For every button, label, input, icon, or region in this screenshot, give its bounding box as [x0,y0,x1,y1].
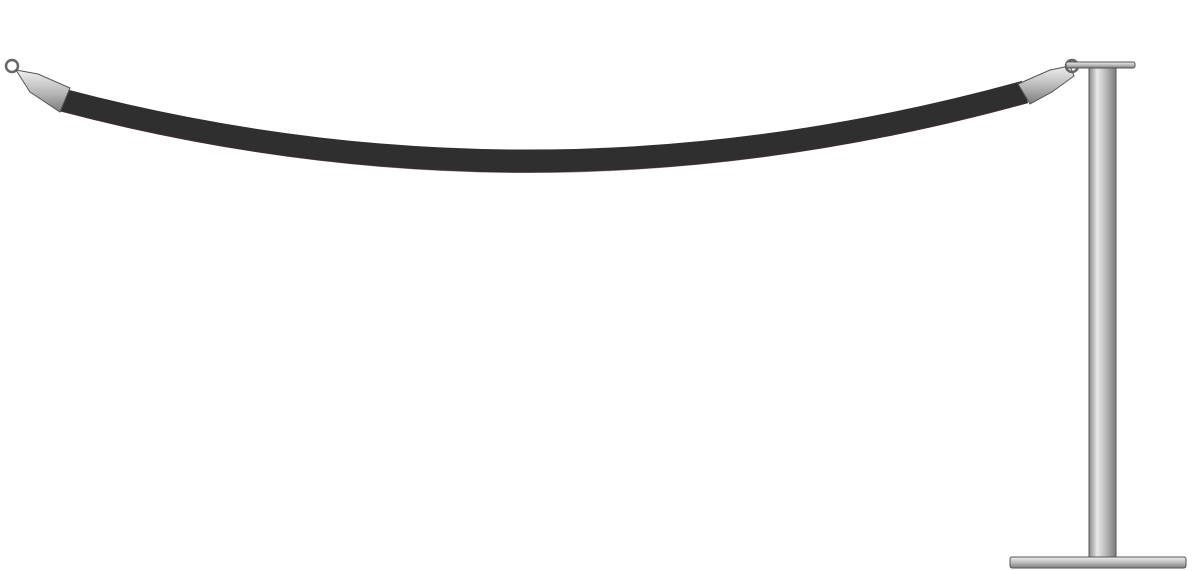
rope-edge [61,102,1026,173]
left-rope-end [4,58,71,113]
rope [59,80,1029,173]
stanchion-post [1009,61,1187,569]
